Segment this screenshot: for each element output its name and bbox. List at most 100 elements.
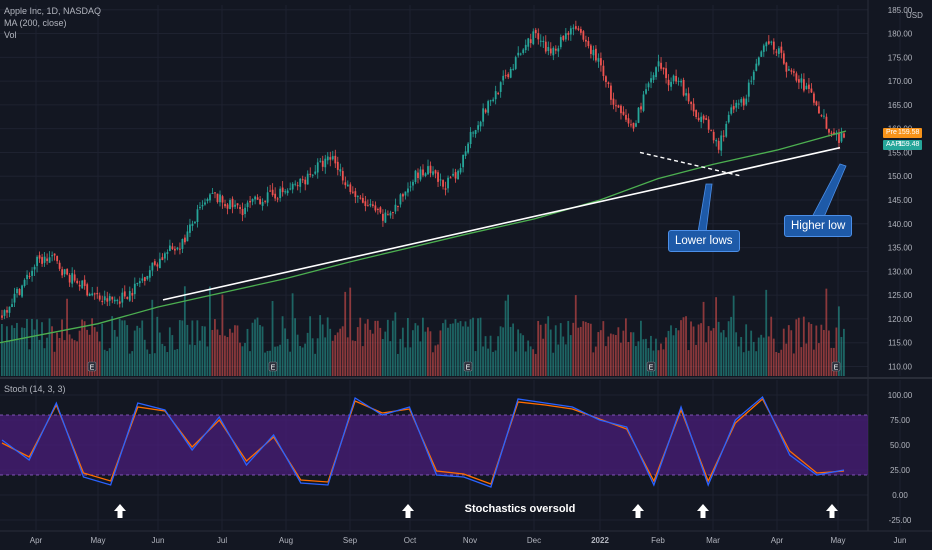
volume-bar xyxy=(294,318,296,376)
volume-bar xyxy=(765,289,768,376)
candle-body xyxy=(482,108,485,122)
candle-body xyxy=(51,255,54,257)
volume-bar xyxy=(569,335,572,376)
stoch-legend[interactable]: Stoch (14, 3, 3) xyxy=(4,384,66,394)
volume-bar xyxy=(48,318,51,376)
volume-bar xyxy=(291,293,294,376)
candle-body xyxy=(592,49,595,56)
candle-body xyxy=(219,194,221,203)
candle-body xyxy=(53,253,56,256)
price-axis-label: 155.00 xyxy=(888,148,913,157)
volume-bar xyxy=(148,353,151,376)
candle-body xyxy=(214,192,216,194)
volume-bar xyxy=(422,317,424,376)
candle-body xyxy=(607,82,610,85)
candle-body xyxy=(199,207,201,209)
time-axis-label: Jun xyxy=(894,536,907,545)
candle-body xyxy=(675,75,678,82)
candle-body xyxy=(710,129,713,131)
candle-body xyxy=(181,239,184,249)
volume-bar xyxy=(544,323,547,376)
candle-body xyxy=(249,200,251,203)
volume-bar xyxy=(529,346,532,376)
earnings-marker-label: E xyxy=(271,365,276,372)
volume-bar xyxy=(309,316,312,376)
candle-body xyxy=(289,188,292,190)
candle-body xyxy=(717,140,720,150)
volume-bar xyxy=(657,350,660,376)
volume-bar xyxy=(359,317,362,376)
volume-bar xyxy=(411,330,414,376)
volume-bar xyxy=(712,328,715,376)
volume-bar xyxy=(329,328,332,376)
volume-bar xyxy=(284,328,286,376)
volume-bar xyxy=(487,348,489,376)
candle-body xyxy=(572,27,575,29)
volume-bar xyxy=(584,321,587,376)
volume-bar xyxy=(229,328,231,376)
support-trendline xyxy=(162,146,841,301)
volume-bar xyxy=(299,346,302,376)
candle-body xyxy=(126,296,129,299)
candle-body xyxy=(397,205,399,207)
candle-body xyxy=(229,200,231,210)
volume-bar xyxy=(820,324,823,376)
candle-body xyxy=(514,57,517,69)
volume-bar xyxy=(71,338,73,376)
volume-bar xyxy=(680,320,682,376)
volume-bar xyxy=(835,327,838,376)
candle-body xyxy=(833,132,835,135)
candle-body xyxy=(552,47,555,56)
volume-bar xyxy=(18,339,21,376)
candle-body xyxy=(600,58,602,66)
last-price-tag: AAPL159.48 xyxy=(883,140,923,150)
volume-bar xyxy=(138,327,141,376)
candle-body xyxy=(740,99,743,103)
candle-body xyxy=(241,209,244,216)
volume-bar xyxy=(141,320,144,376)
volume-bar xyxy=(439,330,442,376)
price-axis-label: 150.00 xyxy=(888,172,913,181)
candle-body xyxy=(577,28,580,30)
volume-bar xyxy=(815,325,818,376)
candle-body xyxy=(780,46,783,53)
candle-body xyxy=(269,190,272,192)
candle-body xyxy=(221,196,224,203)
volume-bar xyxy=(577,327,580,376)
volume-bar xyxy=(690,321,692,376)
volume-bar xyxy=(677,330,680,376)
volume-bar xyxy=(231,332,234,376)
candle-body xyxy=(677,80,680,82)
volume-bar xyxy=(416,325,419,376)
candle-body xyxy=(665,68,667,79)
candle-body xyxy=(469,131,472,145)
volume-bar xyxy=(662,349,665,376)
candle-body xyxy=(647,83,650,88)
symbol-legend[interactable]: Apple Inc, 1D, NASDAQ xyxy=(4,6,102,16)
volume-bar xyxy=(645,338,647,376)
volume-bar xyxy=(266,350,269,376)
candle-body xyxy=(8,306,11,313)
volume-bar xyxy=(467,326,469,376)
volume-bar xyxy=(507,294,510,376)
candle-body xyxy=(239,207,241,209)
volume-legend[interactable]: Vol xyxy=(4,30,17,40)
volume-bar xyxy=(271,301,274,376)
volume-bar xyxy=(409,347,412,376)
volume-bar xyxy=(126,325,129,376)
volume-bar xyxy=(216,329,219,376)
candle-body xyxy=(304,179,307,185)
oversold-arrow xyxy=(114,504,126,518)
candle-body xyxy=(339,169,342,172)
candle-body xyxy=(597,58,600,62)
volume-bar xyxy=(361,346,364,376)
candle-body xyxy=(745,98,748,105)
volume-bar xyxy=(279,344,281,376)
ma-legend[interactable]: MA (200, close) xyxy=(4,18,67,28)
volume-bar xyxy=(805,343,808,376)
candle-body xyxy=(437,172,439,182)
volume-bar xyxy=(800,347,803,376)
candle-body xyxy=(507,74,510,78)
candle-body xyxy=(61,269,64,276)
